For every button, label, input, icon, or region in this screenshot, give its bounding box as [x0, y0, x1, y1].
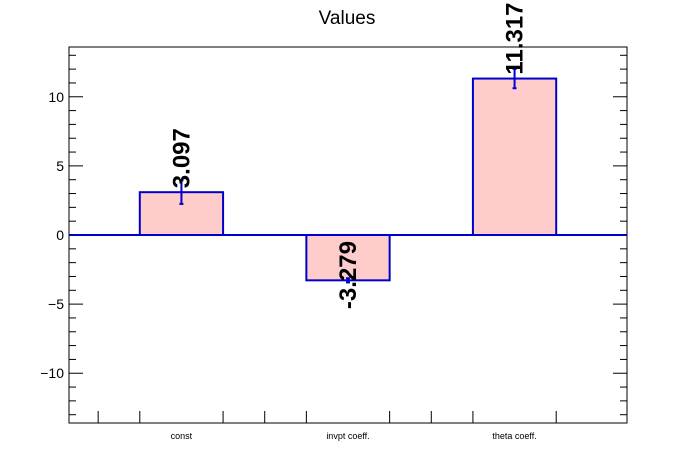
x-tick-label: theta coeff. [492, 431, 536, 441]
bar [305, 234, 391, 282]
data-label: 3.097 [168, 128, 195, 188]
x-tick-label: invpt coeff. [326, 431, 369, 441]
bar [471, 77, 558, 237]
y-tick-label: −10 [40, 365, 64, 381]
y-tick-label: 10 [48, 89, 64, 105]
data-label: 11.317 [502, 2, 529, 74]
y-tick-label: 0 [56, 227, 64, 243]
y-tick-label: −5 [48, 296, 64, 312]
chart-title: Values [319, 8, 376, 29]
data-label: -3.279 [335, 241, 362, 309]
x-tick-label: const [171, 431, 193, 441]
plot-area: −10 −5 0 5 10 3.097 const -3.279 invpt coeff. 11.… [40, 2, 628, 441]
y-tick-label: 5 [56, 158, 64, 174]
